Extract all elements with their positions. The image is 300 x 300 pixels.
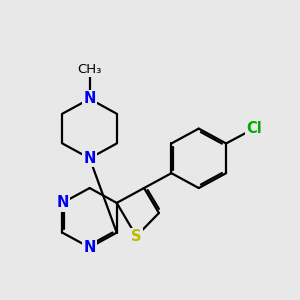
Text: CH₃: CH₃ [77,63,102,76]
Text: S: S [131,229,142,244]
Text: N: N [83,240,96,255]
Text: N: N [56,195,68,210]
Text: N: N [83,92,96,106]
Text: N: N [83,151,96,166]
Text: Cl: Cl [246,121,262,136]
